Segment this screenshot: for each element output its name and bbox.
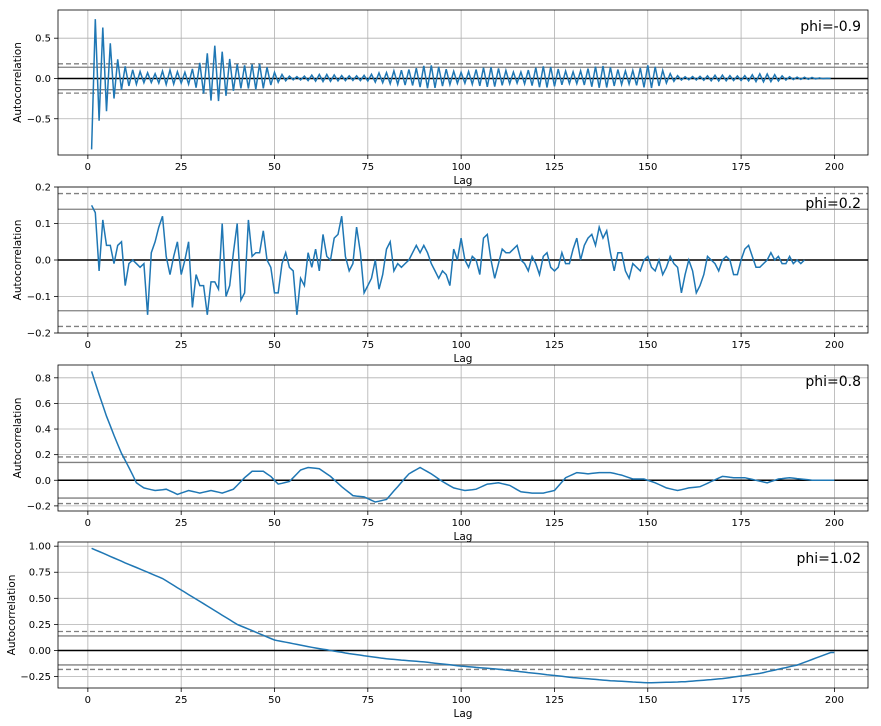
acf-panel-2: 0 25 50 75 100 125 150 175 200 −0.2 −0.1 0.0 0.1 0.2 L… <box>12 183 869 365</box>
y-tick-label: −0.2 <box>27 329 51 340</box>
x-tick-label: 0 <box>85 518 91 529</box>
x-tick-label: 200 <box>825 340 844 351</box>
y-axis-label: Autocorrelation <box>12 42 24 123</box>
acf-panel-3: 0 25 50 75 100 125 150 175 200 −0.2 0.0 0.2 0.4 0.6 0.… <box>12 364 869 543</box>
x-tick-label: 200 <box>825 518 844 529</box>
acf-series-line <box>91 547 835 684</box>
x-tick-label: 100 <box>452 340 471 351</box>
acf-series-line <box>90 371 835 503</box>
x-tick-label: 125 <box>545 162 564 173</box>
y-tick-label: −0.25 <box>20 672 51 683</box>
plot-frame <box>57 364 869 512</box>
x-axis-label: Lag <box>454 175 473 187</box>
acf-series-line <box>90 19 831 150</box>
x-tick-label: 0 <box>85 340 91 351</box>
x-tick-label: 25 <box>175 518 188 529</box>
y-tick-label: −0.5 <box>27 114 51 125</box>
x-tick-label: 50 <box>268 695 281 706</box>
y-tick-label: 1.00 <box>29 542 51 553</box>
y-tick-label: 0.0 <box>35 476 51 487</box>
x-tick-label: 175 <box>732 162 751 173</box>
x-tick-label: 50 <box>268 518 281 529</box>
phi-annotation: phi=1.02 <box>796 551 861 567</box>
x-tick-label: 175 <box>732 340 751 351</box>
x-tick-label: 125 <box>545 518 564 529</box>
x-tick-label: 100 <box>452 518 471 529</box>
x-axis-label: Lag <box>454 708 473 720</box>
y-tick-label: −0.2 <box>27 501 51 512</box>
x-tick-label: 25 <box>175 162 188 173</box>
x-tick-label: 175 <box>732 695 751 706</box>
x-tick-label: 150 <box>638 340 657 351</box>
x-tick-label: 100 <box>452 162 471 173</box>
y-tick-label: 0.75 <box>29 568 51 579</box>
y-tick-label: 0.2 <box>35 183 51 194</box>
x-tick-label: 75 <box>361 162 374 173</box>
x-tick-label: 200 <box>825 162 844 173</box>
y-axis-label: Autocorrelation <box>12 220 24 301</box>
x-tick-label: 150 <box>638 518 657 529</box>
x-tick-label: 200 <box>825 695 844 706</box>
x-tick-label: 150 <box>638 695 657 706</box>
y-tick-label: 0.1 <box>35 219 51 230</box>
x-tick-label: 75 <box>361 340 374 351</box>
phi-annotation: phi=-0.9 <box>800 19 861 35</box>
y-tick-label: 0.0 <box>35 74 51 85</box>
x-tick-label: 50 <box>268 340 281 351</box>
phi-annotation: phi=0.2 <box>805 196 861 212</box>
y-tick-label: 0.5 <box>35 34 51 45</box>
x-tick-label: 0 <box>85 695 91 706</box>
y-tick-label: 0.2 <box>35 450 51 461</box>
acf-panel-4: 0 25 50 75 100 125 150 175 200 −0.25 0.00 0.25 0.50 0… <box>6 541 869 720</box>
x-tick-label: 0 <box>85 162 91 173</box>
x-tick-label: 75 <box>361 518 374 529</box>
acf-series-line <box>90 204 806 315</box>
y-tick-label: 0.25 <box>29 620 51 631</box>
y-tick-label: 0.0 <box>35 256 51 267</box>
x-tick-label: 150 <box>638 162 657 173</box>
x-tick-label: 125 <box>545 695 564 706</box>
x-axis-label: Lag <box>454 353 473 365</box>
y-axis-label: Autocorrelation <box>12 398 24 479</box>
y-tick-label: 0.4 <box>35 425 51 436</box>
y-tick-label: 0.8 <box>35 373 51 384</box>
y-axis-label: Autocorrelation <box>6 575 18 656</box>
plot-frame <box>57 9 869 156</box>
x-tick-label: 50 <box>268 162 281 173</box>
y-tick-label: 0.6 <box>35 399 51 410</box>
x-axis-label: Lag <box>454 531 473 543</box>
x-tick-label: 25 <box>175 695 188 706</box>
phi-annotation: phi=0.8 <box>805 374 861 390</box>
x-tick-label: 175 <box>732 518 751 529</box>
y-tick-label: 0.00 <box>29 646 51 657</box>
y-tick-label: 0.50 <box>29 594 51 605</box>
plot-frame <box>57 541 869 689</box>
acf-panel-1: 0 25 50 75 100 125 150 175 200 −0.5 0.0 0.5 Lag Autoc… <box>12 9 869 187</box>
x-tick-label: 100 <box>452 695 471 706</box>
y-tick-label: −0.1 <box>27 292 51 303</box>
x-tick-label: 75 <box>361 695 374 706</box>
x-tick-label: 25 <box>175 340 188 351</box>
x-tick-label: 125 <box>545 340 564 351</box>
